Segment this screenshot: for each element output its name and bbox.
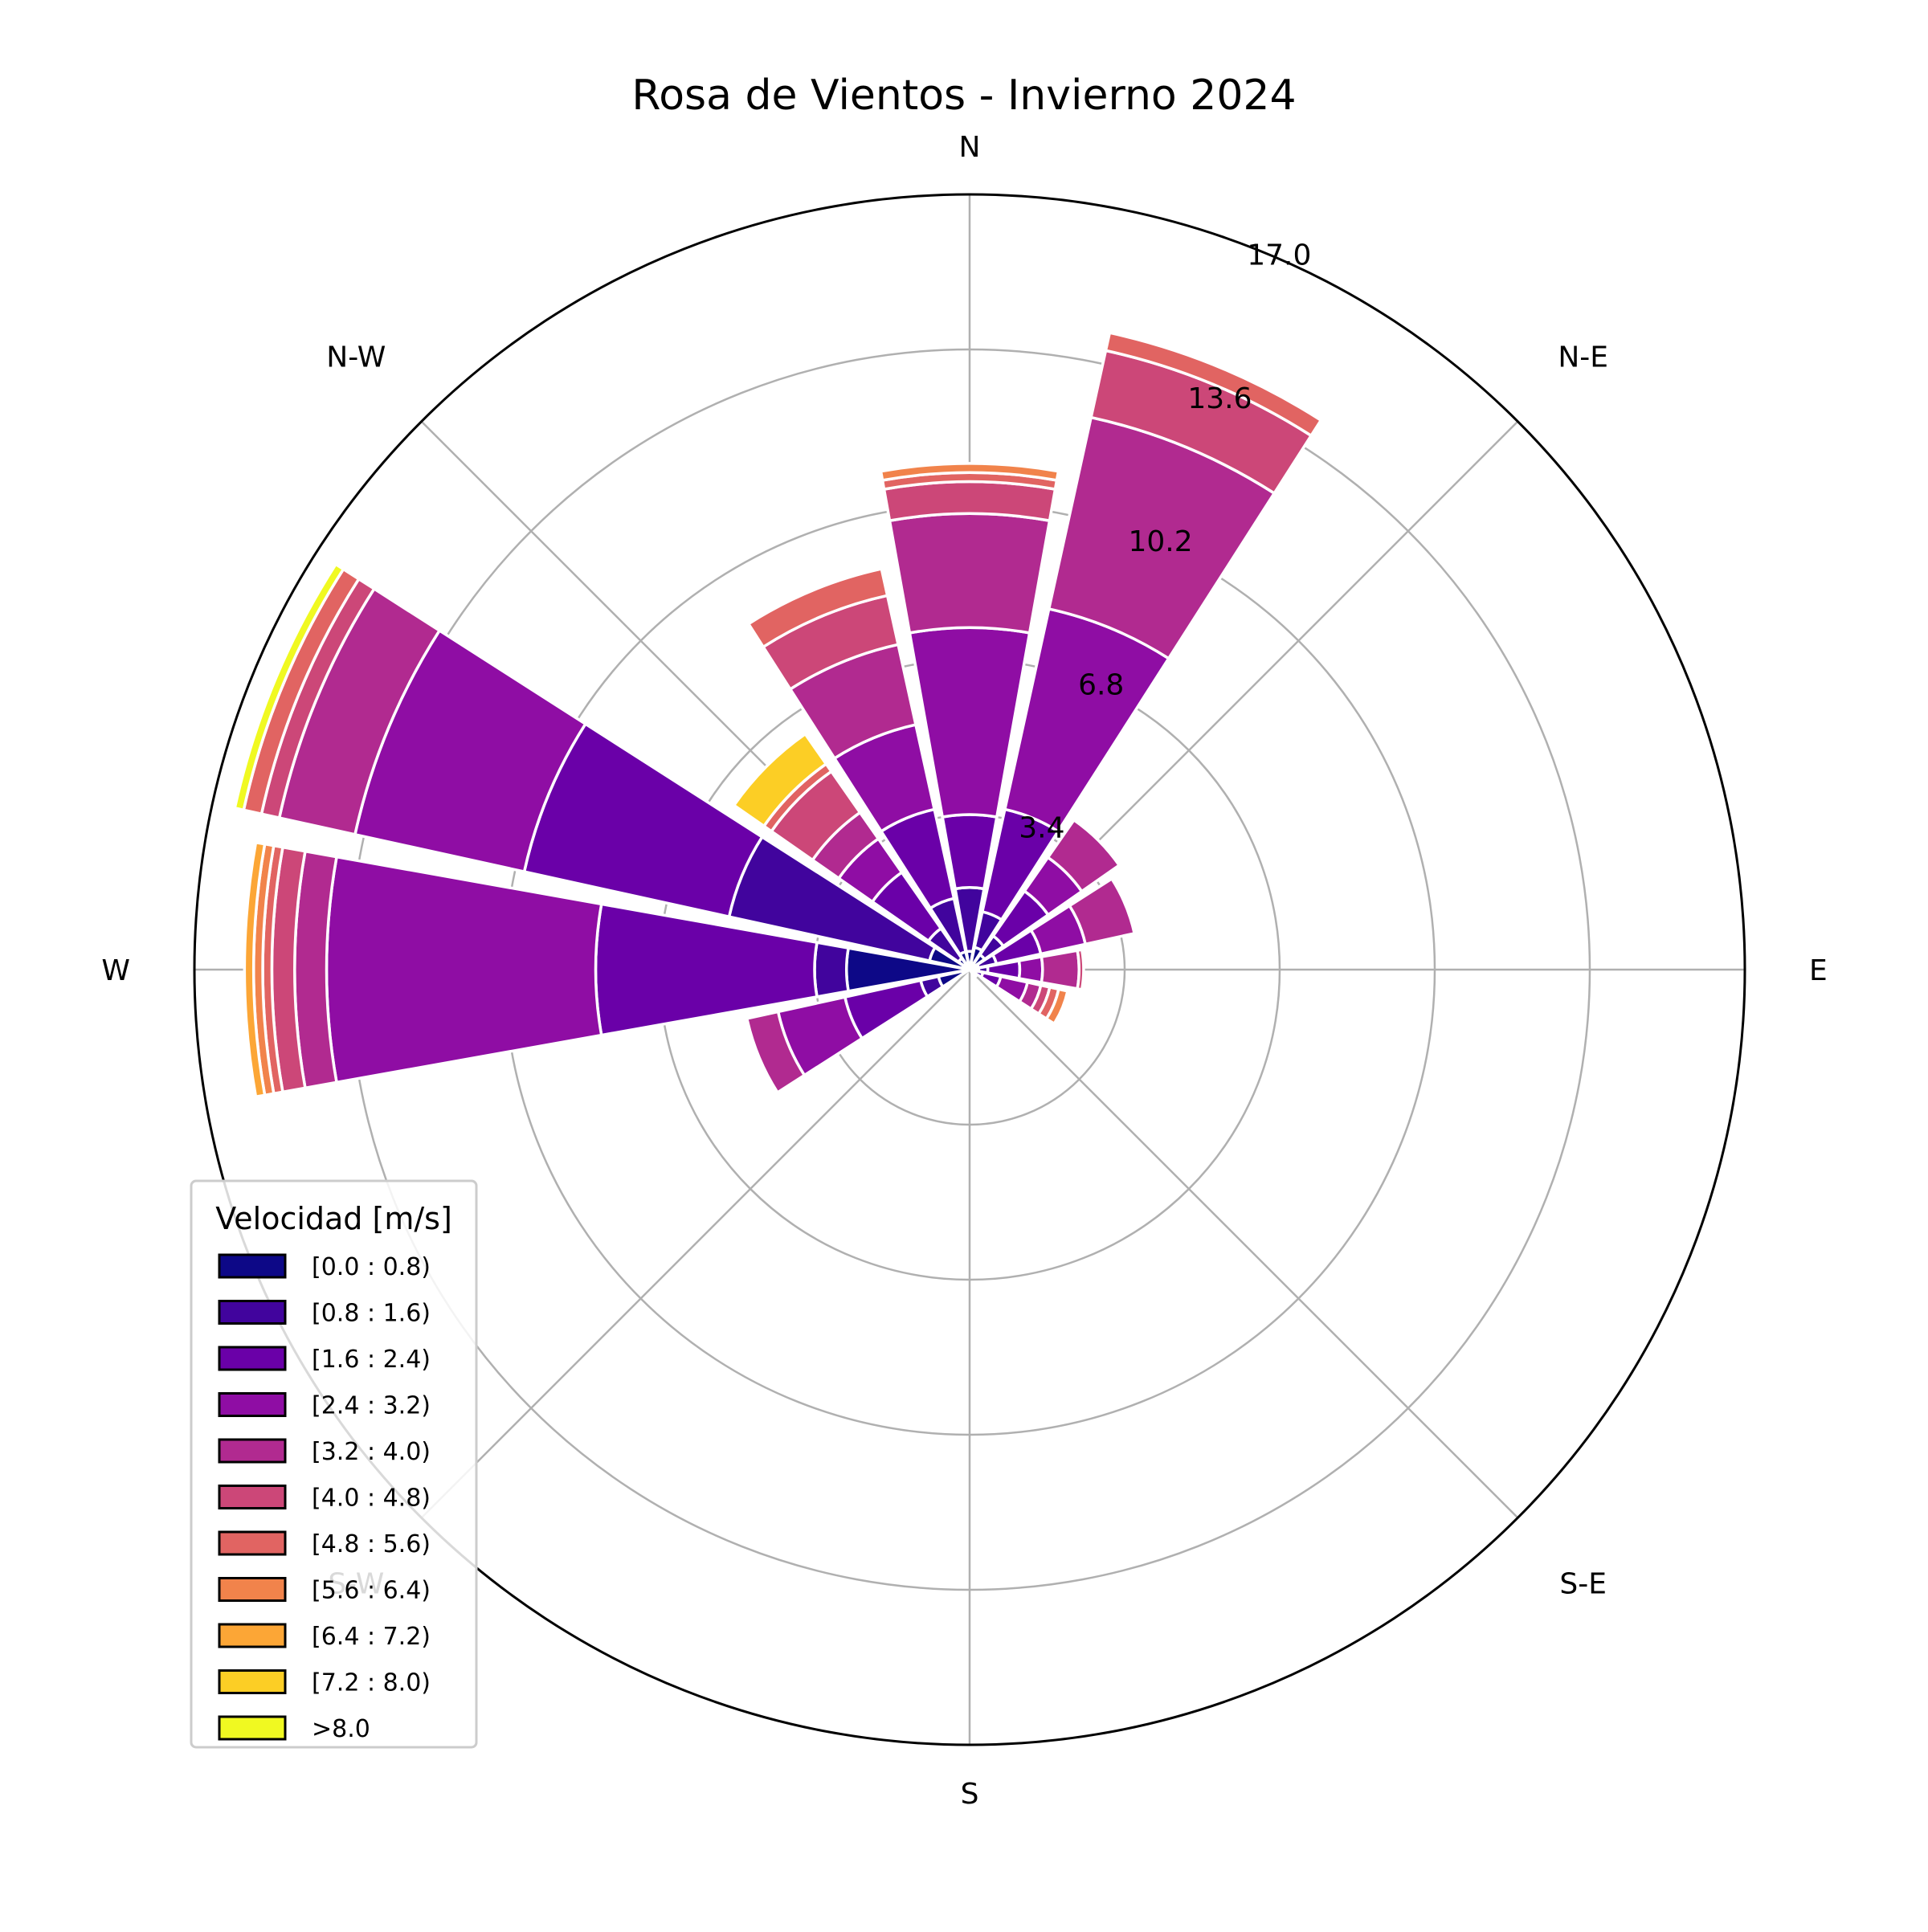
legend-label: [7.2 : 8.0) bbox=[312, 1669, 431, 1697]
legend-label: [4.0 : 4.8) bbox=[312, 1485, 431, 1513]
legend-swatch bbox=[218, 1392, 287, 1417]
wind-bar-segment bbox=[1045, 818, 1121, 894]
wind-bar-segment bbox=[1017, 955, 1044, 984]
legend-swatch bbox=[218, 1577, 287, 1602]
direction-label: S bbox=[961, 1778, 979, 1811]
radial-tick-label: 3.4 bbox=[1019, 812, 1064, 845]
wind-bar-segment bbox=[879, 462, 1060, 482]
radial-tick-label: 6.8 bbox=[1078, 668, 1124, 701]
legend-title: Velocidad [m/s] bbox=[215, 1201, 452, 1236]
radial-tick-label: 17.0 bbox=[1247, 239, 1311, 272]
legend-label: [3.2 : 4.0) bbox=[312, 1438, 431, 1466]
direction-label: N-W bbox=[326, 341, 386, 374]
direction-label: S-E bbox=[1559, 1568, 1607, 1601]
direction-label: N bbox=[959, 131, 981, 164]
legend-label: [0.0 : 0.8) bbox=[312, 1253, 431, 1281]
wind-bar-segment bbox=[1104, 331, 1323, 438]
legend-swatch bbox=[218, 1669, 287, 1694]
wind-bar-segment bbox=[1040, 949, 1080, 991]
radial-tick-label: 10.2 bbox=[1128, 525, 1192, 558]
wind-bar-segment bbox=[813, 941, 851, 999]
direction-label: N-E bbox=[1558, 341, 1608, 374]
wind-bar-segment bbox=[746, 566, 889, 649]
wind-bar-segment bbox=[745, 1010, 807, 1095]
wind-bar-segment bbox=[968, 968, 979, 979]
wind-bar-segment bbox=[882, 480, 1057, 523]
grid-spoke bbox=[420, 969, 970, 1519]
wind-bar-segment bbox=[1044, 987, 1070, 1026]
wind-bar-segment bbox=[325, 855, 603, 1084]
legend-label: [1.6 : 2.4) bbox=[312, 1346, 431, 1374]
legend-swatch bbox=[218, 1253, 287, 1279]
legend-label: [2.4 : 3.2) bbox=[312, 1392, 431, 1420]
legend-swatch bbox=[218, 1530, 287, 1556]
legend-label: [0.8 : 1.6) bbox=[312, 1300, 431, 1328]
legend-label: >8.0 bbox=[312, 1715, 370, 1743]
wind-bar-segment bbox=[1076, 948, 1085, 991]
legend-swatch bbox=[218, 1300, 287, 1325]
outer-frame bbox=[193, 193, 1746, 1746]
bars-layer bbox=[233, 331, 1323, 1099]
legend: Velocidad [m/s] [0.0 : 0.8) [0.8 : 1.6) [1.… bbox=[190, 1179, 478, 1749]
wind-bar-segment bbox=[888, 512, 1052, 635]
grid-spoke bbox=[969, 969, 1519, 1519]
legend-swatch bbox=[218, 1485, 287, 1509]
chart-title: Rosa de Vientos - Invierno 2024 bbox=[631, 71, 1296, 120]
legend-label: [6.4 : 7.2) bbox=[312, 1623, 431, 1651]
wind-bar-segment bbox=[1067, 876, 1137, 946]
radial-tick-label: 13.6 bbox=[1187, 382, 1252, 415]
legend-swatch bbox=[218, 1623, 287, 1648]
wind-bar-segment bbox=[243, 840, 267, 1099]
legend-label: [4.8 : 5.6) bbox=[312, 1530, 431, 1558]
legend-swatch bbox=[218, 1438, 287, 1464]
legend-swatch bbox=[218, 1715, 287, 1741]
direction-label: E bbox=[1809, 954, 1828, 987]
direction-label: W bbox=[101, 954, 130, 987]
legend-label: [5.6 : 6.4) bbox=[312, 1577, 431, 1605]
wind-bar-segment bbox=[233, 562, 345, 812]
wind-bar-segment bbox=[732, 732, 828, 828]
legend-swatch bbox=[218, 1346, 287, 1371]
